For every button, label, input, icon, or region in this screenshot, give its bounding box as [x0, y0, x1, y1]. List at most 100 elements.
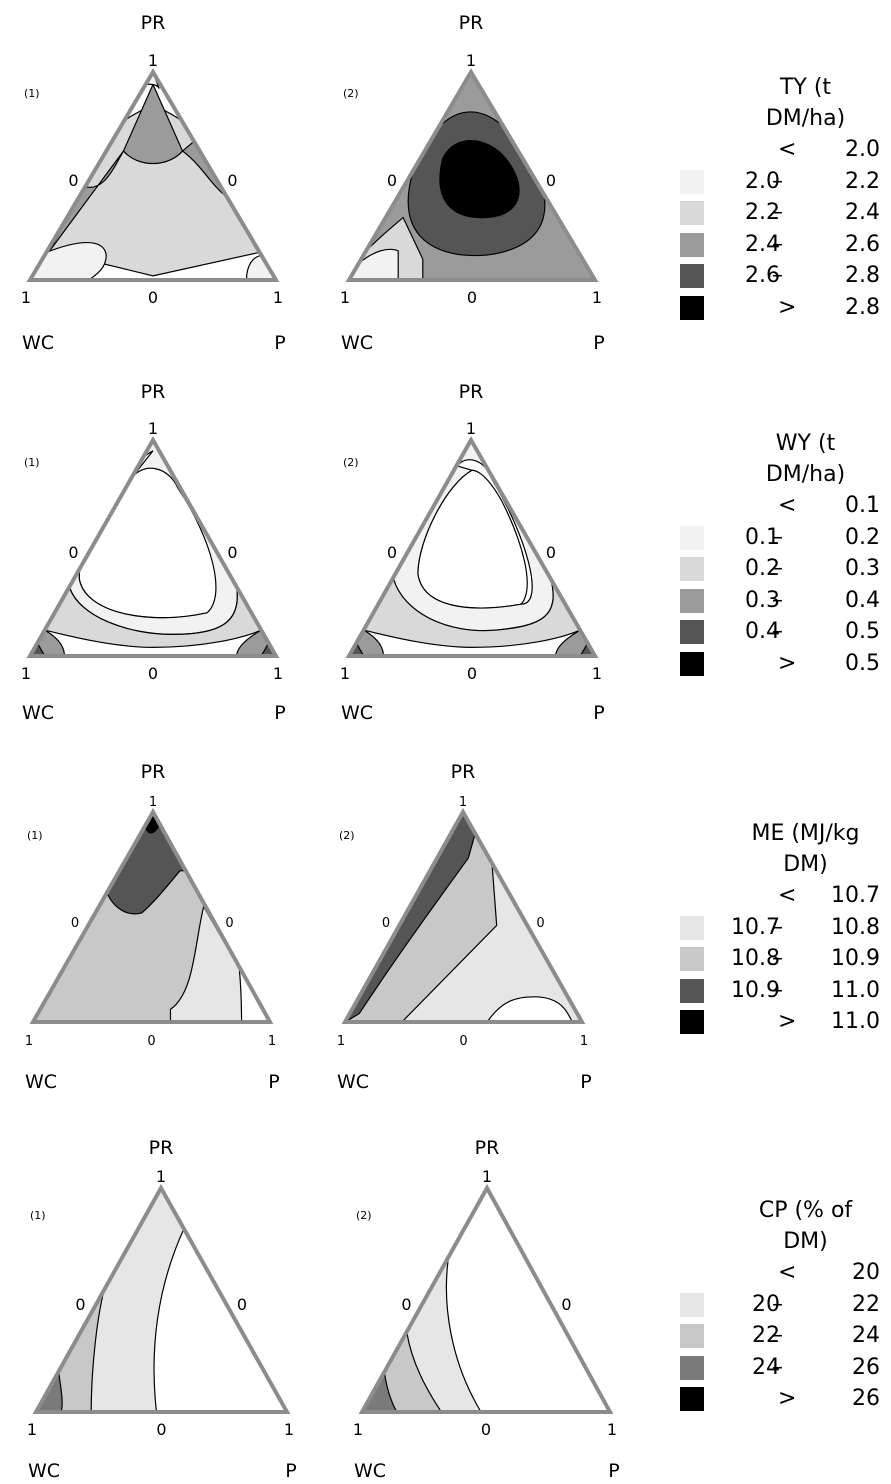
corner-label-wc: WC — [28, 1460, 60, 1482]
tick-label-p-1: 1 — [580, 1034, 588, 1049]
tick-label-pr-1: 1 — [148, 51, 158, 70]
legend-lower: 2.4 — [745, 231, 780, 257]
legend-item: >26 — [680, 1383, 880, 1415]
tick-label-wc-1: 1 — [25, 1034, 33, 1049]
legend-lower: 24 — [752, 1354, 780, 1380]
ternary-panel-me-2: PR WC P 1 1 1 0 0 0 (2) — [337, 761, 592, 1093]
legend-item: 0.3– 0.4 — [680, 585, 880, 617]
tick-label-left-0: 0 — [401, 1295, 411, 1314]
corner-label-wc: WC — [337, 1071, 369, 1093]
legend-operator: < — [778, 137, 797, 162]
legend-me: ME (MJ/kg DM) <10.7 10.7–10.8 10.8–10.9 10.… — [680, 818, 880, 1038]
legend-operator: – — [772, 231, 783, 257]
legend-operator: – — [772, 946, 783, 971]
legend-item: <10.7 — [680, 880, 880, 912]
legend-upper: 2.8 — [845, 263, 880, 288]
tick-label-left-0: 0 — [68, 543, 78, 562]
corner-label-wc: WC — [22, 702, 54, 724]
legend-item: 2.6– 2.8 — [680, 260, 880, 292]
legend-item: 0.2– 0.3 — [680, 553, 880, 585]
tick-label-bottom-0: 0 — [148, 664, 158, 683]
legend-swatch — [680, 1324, 704, 1348]
contour-regions — [349, 440, 595, 656]
legend-item: 10.7– 10.8 — [680, 912, 880, 944]
legend-items: <2.0 2.0–2.2 2.2–2.4 2.4–2.6 2.6–2.8 >2.8 — [680, 134, 880, 323]
contour-region — [440, 141, 519, 218]
legend-upper: 2.0 — [845, 137, 880, 162]
corner-label-wc: WC — [22, 332, 54, 354]
tick-label-wc-1: 1 — [27, 1420, 37, 1439]
tick-label-bottom-0: 0 — [156, 1420, 166, 1439]
legend-upper: 10.8 — [831, 914, 880, 940]
contour-regions — [33, 812, 270, 1022]
legend-item: >11.0 — [680, 1006, 880, 1038]
legend-swatch — [680, 978, 704, 1003]
legend-item: 20– 22 — [680, 1289, 880, 1321]
ternary-panel-ty-2: PR WC P 1 1 1 0 0 0 (2) — [340, 12, 605, 354]
tick-label-p-1: 1 — [592, 288, 602, 307]
corner-label-pr: PR — [459, 12, 484, 34]
legend-upper: 0.4 — [845, 587, 880, 613]
legend-item: 24– 26 — [680, 1352, 880, 1384]
tick-label-p-1: 1 — [284, 1420, 294, 1439]
tick-label-p-1: 1 — [273, 664, 283, 683]
legend-item: <20 — [680, 1257, 880, 1289]
legend-operator: > — [778, 294, 797, 320]
tick-label-pr-1: 1 — [466, 51, 476, 70]
legend-item: <0.1 — [680, 490, 880, 522]
tick-label-right-0: 0 — [227, 171, 237, 190]
legend-upper: 10.7 — [831, 883, 880, 908]
panel-label: (1) — [30, 1209, 46, 1222]
tick-label-p-1: 1 — [592, 664, 602, 683]
corner-label-wc: WC — [341, 702, 373, 724]
legend-item: >0.5 — [680, 648, 880, 680]
tick-label-right-0: 0 — [546, 171, 556, 190]
corner-label-p: P — [608, 1460, 619, 1482]
legend-upper: 22 — [852, 1291, 880, 1317]
tick-label-bottom-0: 0 — [148, 288, 158, 307]
ternary-panel-wy-1: PR WC P 1 1 1 0 0 0 (1) — [21, 381, 286, 724]
legend-upper: 2.4 — [845, 200, 880, 225]
legend-title: WY (t DM/ha) — [765, 431, 846, 487]
legend-upper: 0.3 — [845, 556, 880, 581]
legend-operator: – — [772, 977, 783, 1003]
corner-label-pr: PR — [149, 1137, 174, 1159]
legend-lower: 2.0 — [745, 168, 780, 194]
legend-upper: 26 — [852, 1354, 880, 1380]
tick-label-wc-1: 1 — [340, 288, 350, 307]
legend-swatch — [680, 651, 704, 676]
legend-operator: – — [772, 556, 783, 581]
tick-label-pr-1: 1 — [482, 1167, 492, 1186]
legend-title: TY (t DM/ha) — [765, 75, 846, 131]
triangle-outline — [26, 68, 280, 282]
legend-swatch — [680, 947, 704, 971]
legend-item: 2.4– 2.6 — [680, 229, 880, 261]
legend-lower: 2.6 — [745, 263, 780, 288]
legend-operator: – — [772, 524, 783, 550]
legend-lower: 10.9 — [731, 977, 780, 1003]
corner-label-pr: PR — [459, 381, 484, 403]
panel-label: (2) — [339, 829, 355, 842]
contour-regions — [362, 1188, 610, 1412]
corner-label-p: P — [285, 1460, 296, 1482]
legend-swatch — [680, 620, 704, 644]
panel-label: (1) — [24, 456, 40, 469]
corner-label-wc: WC — [25, 1071, 57, 1093]
contour-regions — [30, 440, 276, 656]
legend-swatch — [680, 201, 704, 225]
tick-label-pr-1: 1 — [459, 795, 467, 810]
legend-item: >2.8 — [680, 292, 880, 324]
tick-label-bottom-0: 0 — [467, 288, 477, 307]
legend-upper: 2.6 — [845, 231, 880, 257]
corner-label-p: P — [274, 332, 285, 354]
contour-region — [487, 997, 572, 1022]
legend-swatch — [680, 169, 704, 194]
legend-swatch — [680, 915, 704, 940]
corner-label-wc: WC — [341, 332, 373, 354]
legend-upper: 0.5 — [845, 619, 880, 644]
legend-operator: – — [772, 914, 783, 940]
legend-title: CP (% of DM) — [758, 1198, 853, 1254]
legend-operator: – — [772, 619, 783, 644]
legend-lower: 0.1 — [745, 524, 780, 550]
